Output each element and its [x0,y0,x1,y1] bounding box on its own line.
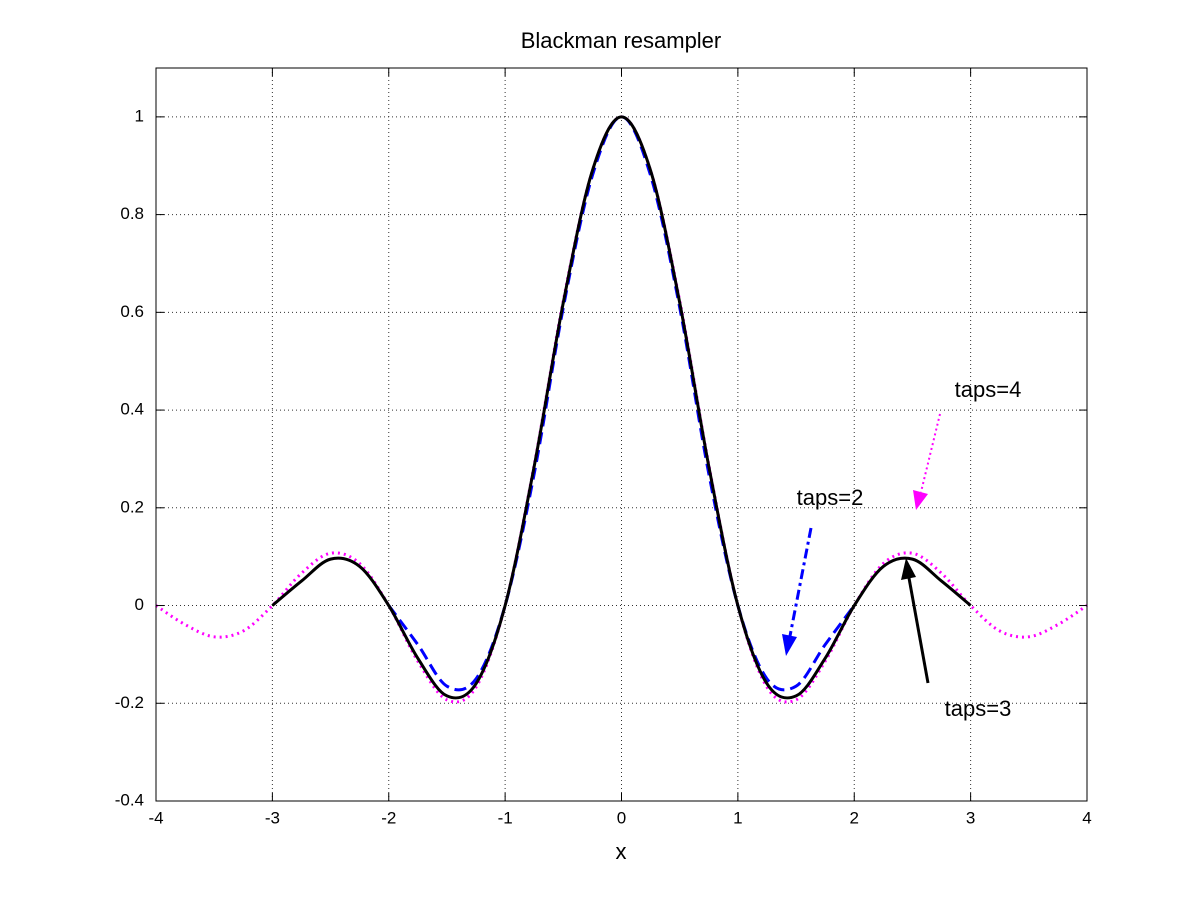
y-tick-label: 0 [135,595,144,614]
y-tick-label: 1 [135,106,144,125]
series-line [387,115,856,692]
x-tick-label: -4 [148,808,163,827]
x-axis-label: x [616,839,627,864]
y-tick-label: 0.6 [120,302,144,321]
x-tick-label: 2 [850,808,859,827]
annotation-arrow [788,527,813,637]
x-tick-label: 0 [617,808,626,827]
y-tick-label: -0.4 [115,790,144,809]
y-tick-label: 0.4 [120,400,144,419]
x-tick-label: -3 [265,808,280,827]
annotation-arrowhead [782,634,797,656]
annotation-arrow [920,413,941,493]
annotation: taps=3 [901,558,1011,721]
annotation-text: taps=2 [797,485,864,510]
x-tick-label: 1 [733,808,742,827]
annotation-arrow [907,577,930,684]
x-tick-label: -1 [498,808,513,827]
x-tick-label: -2 [381,808,396,827]
annotation: taps=4 [913,377,1021,510]
y-tick-label: 0.2 [120,497,144,516]
x-tick-label: 4 [1082,808,1091,827]
y-tick-label: -0.2 [115,693,144,712]
plot-lines [155,115,1088,704]
annotation-text: taps=4 [955,377,1022,402]
annotation: taps=2 [782,485,863,656]
chart-title: Blackman resampler [521,28,722,53]
x-tick-label: 3 [966,808,975,827]
annotation-arrowhead [913,490,928,510]
annotation-text: taps=3 [945,696,1012,721]
y-tick-label: 0.8 [120,204,144,223]
series-line [271,115,972,700]
annotation-arrowhead [901,558,916,580]
